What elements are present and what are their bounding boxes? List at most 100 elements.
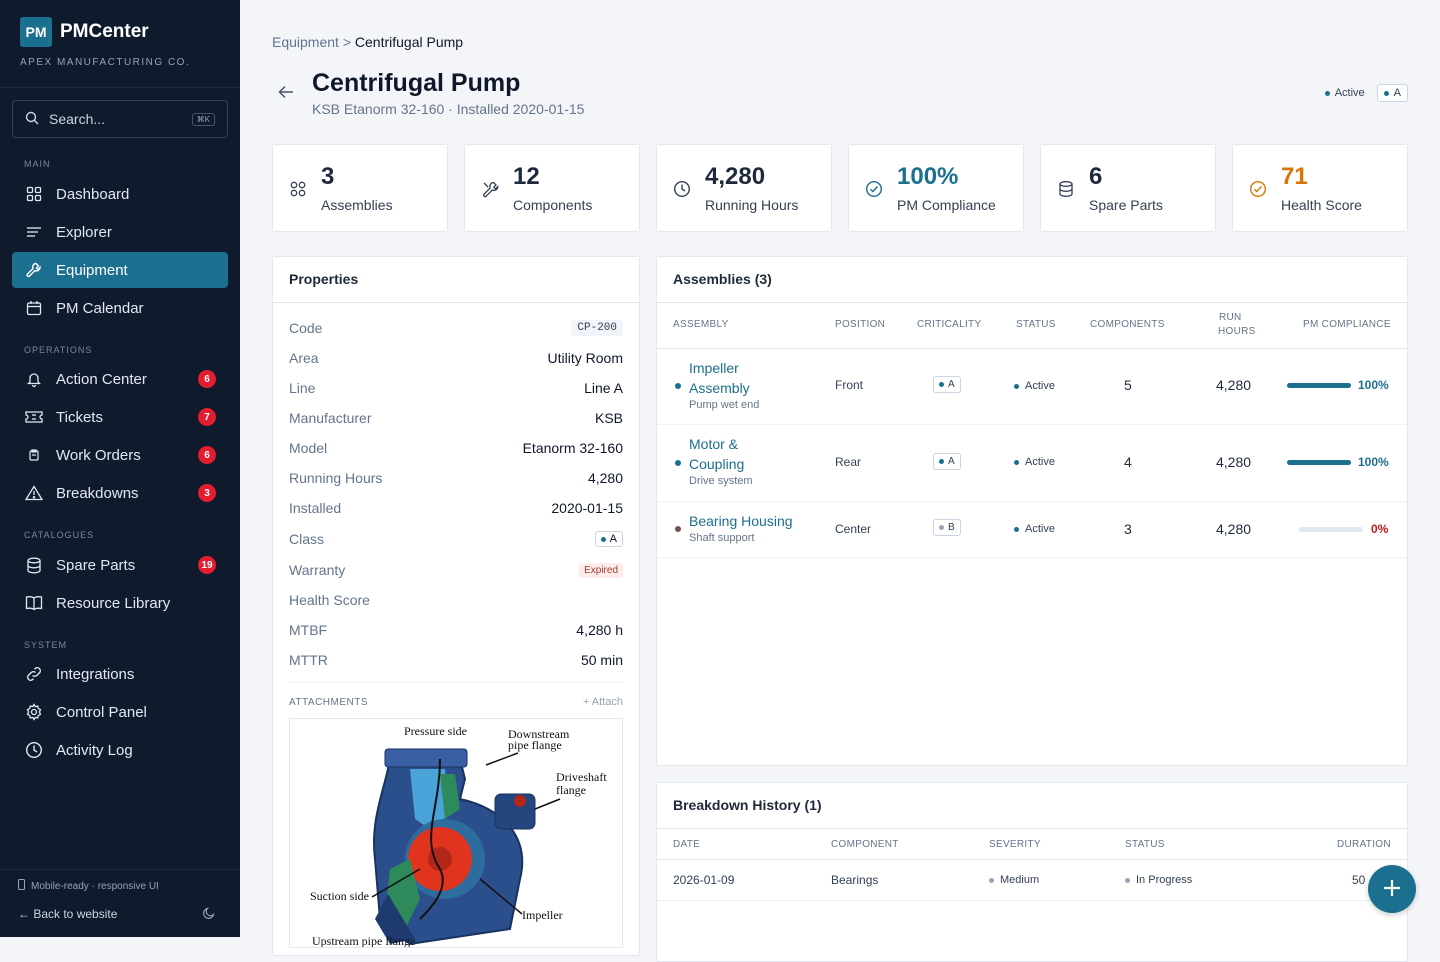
components-cell: 3: [1124, 521, 1132, 537]
wrench-icon: [481, 180, 501, 203]
sidebar-item-breakdowns[interactable]: Breakdowns 3: [12, 475, 228, 511]
check-circle-icon: [1249, 180, 1267, 201]
kpi-spare-parts: 6 Spare Parts: [1040, 144, 1216, 232]
warning-icon: [24, 483, 44, 503]
section-operations: OPERATIONS: [24, 345, 93, 355]
prop-value: Line A: [584, 380, 623, 396]
prop-key: MTBF: [289, 622, 328, 638]
status-badge: Active: [1319, 85, 1371, 101]
back-arrow-icon[interactable]: [278, 85, 294, 102]
prop-key: Area: [289, 350, 319, 366]
card-divider: [657, 828, 1407, 829]
prop-key: MTTR: [289, 652, 328, 668]
header-divider: [657, 348, 1407, 349]
prop-value: 50 min: [580, 652, 623, 668]
kpi-value: 12: [513, 163, 540, 190]
warranty-badge: Expired: [579, 562, 623, 578]
sidebar-item-label: Integrations: [56, 665, 135, 683]
sidebar-item-label: Work Orders: [56, 446, 141, 464]
grid-icon: [289, 180, 307, 201]
book-icon: [24, 593, 44, 613]
row-divider: [657, 424, 1407, 425]
add-fab-button[interactable]: [1368, 865, 1416, 913]
sidebar-item-resource-library[interactable]: Resource Library: [12, 585, 228, 621]
kpi-running-hours: 4,280 Running Hours: [656, 144, 832, 232]
components-cell: 4: [1124, 454, 1132, 470]
sidebar-item-tickets[interactable]: Tickets 7: [12, 399, 228, 435]
prop-value: KSB: [594, 410, 623, 426]
sidebar-item-label: Spare Parts: [56, 556, 136, 574]
severity-dot: [989, 877, 994, 883]
assembly-subtitle: Shaft support: [689, 532, 755, 544]
sidebar-item-label: Tickets: [56, 408, 103, 426]
section-system: SYSTEM: [24, 640, 68, 650]
criticality-dot: [939, 525, 944, 530]
prop-row-mtbf: MTBF 4,280 h: [289, 615, 623, 645]
sidebar-item-label: Control Panel: [56, 703, 147, 721]
sidebar-item-activity-log[interactable]: Activity Log: [12, 732, 228, 768]
diagram-label-pressure: Pressure side: [404, 724, 467, 738]
sidebar-item-work-orders[interactable]: Work Orders 6: [12, 437, 228, 473]
status-dot: [1125, 877, 1130, 883]
sidebar-item-explorer[interactable]: Explorer: [12, 214, 228, 250]
assembly-name-line-1[interactable]: Motor &: [689, 436, 739, 452]
status-cell: Active: [1014, 523, 1055, 535]
status-dot: [1014, 383, 1019, 389]
pm-compliance-cell: 0%: [1371, 522, 1389, 536]
header-badges: Active A: [1319, 84, 1408, 102]
breadcrumb-parent[interactable]: Equipment: [272, 34, 339, 50]
attachments-label: ATTACHMENTS: [289, 697, 369, 708]
phone-icon: [18, 879, 25, 893]
count-badge: 3: [198, 484, 216, 502]
assembly-name-line-2[interactable]: Assembly: [689, 380, 750, 396]
pump-diagram-image[interactable]: Pressure side Downstream pipe flange Dri…: [289, 718, 623, 948]
moon-icon[interactable]: [202, 906, 216, 923]
sidebar-divider: [0, 869, 240, 870]
sidebar-item-label: Resource Library: [56, 594, 171, 612]
kpi-pm-compliance: 100% PM Compliance: [848, 144, 1024, 232]
prop-key: Health Score: [289, 592, 370, 608]
criticality-text: B: [948, 522, 955, 533]
assemblies-card: Assemblies (3) ASSEMBLY POSITION CRITICA…: [656, 256, 1408, 766]
col-run: RUN: [1219, 312, 1242, 323]
sidebar-item-integrations[interactable]: Integrations: [12, 656, 228, 692]
sidebar-item-pm-calendar[interactable]: PM Calendar: [12, 290, 228, 326]
run-hours-cell: 4,280: [1216, 377, 1252, 393]
kpi-label: Spare Parts: [1089, 197, 1163, 213]
component-cell: Bearings: [831, 873, 879, 887]
sidebar-item-label: PM Calendar: [56, 299, 144, 317]
brand[interactable]: PM PMCenter: [20, 17, 149, 47]
page-title: Centrifugal Pump: [312, 69, 521, 97]
calendar-icon: [24, 298, 44, 318]
back-to-website-link[interactable]: ← Back to website: [18, 907, 118, 921]
diagram-label-suction: Suction side: [310, 889, 369, 903]
search-input[interactable]: Search... ⌘K: [12, 100, 228, 138]
grid-icon: [24, 184, 44, 204]
prop-row-area: Area Utility Room: [289, 343, 623, 373]
status-text: Active: [1025, 456, 1055, 468]
col-components: COMPONENTS: [1090, 319, 1165, 330]
col-hours: HOURS: [1218, 326, 1256, 337]
assembly-name-line-1[interactable]: Impeller: [689, 360, 739, 376]
mobile-note: Mobile-ready · responsive UI: [18, 879, 159, 893]
attach-button[interactable]: + Attach: [582, 696, 623, 708]
assembly-name-line-2[interactable]: Coupling: [689, 456, 745, 472]
prop-row-model: Model Etanorm 32-160: [289, 433, 623, 463]
assembly-name-line-1[interactable]: Bearing Housing: [689, 513, 793, 529]
prop-value: 4,280 h: [576, 622, 623, 638]
class-text: A: [1393, 87, 1401, 99]
criticality-badge: A: [933, 376, 961, 393]
prop-key: Installed: [289, 500, 342, 516]
prop-row-running-hours: Running Hours 4,280: [289, 463, 623, 493]
ticket-icon: [24, 407, 44, 427]
sidebar-item-equipment[interactable]: Equipment: [12, 252, 228, 288]
sidebar-item-dashboard[interactable]: Dashboard: [12, 176, 228, 212]
sidebar-item-control-panel[interactable]: Control Panel: [12, 694, 228, 730]
sidebar-item-spare-parts[interactable]: Spare Parts 19: [12, 547, 228, 583]
breadcrumb: Equipment > Centrifugal Pump: [272, 34, 463, 50]
breadcrumb-current: Centrifugal Pump: [354, 34, 464, 50]
position-cell: Front: [835, 378, 864, 392]
database-icon: [24, 555, 44, 575]
plus-icon: [1382, 878, 1402, 901]
sidebar-item-action-center[interactable]: Action Center 6: [12, 361, 228, 397]
